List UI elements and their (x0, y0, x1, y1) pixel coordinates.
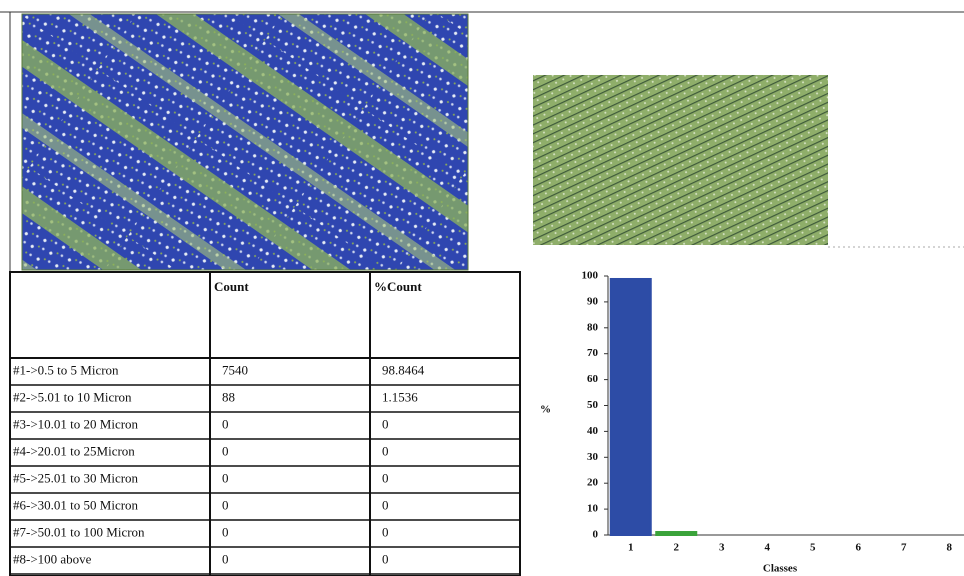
table: Count %Count #1->0.5 to 5 Micron 7540 98.846… (9, 271, 521, 576)
x-tick-label: 1 (628, 542, 634, 554)
y-tick-label: 90 (587, 295, 599, 307)
chart: 0 10 20 30 40 50 60 70 80 90 100% Classes 1 2 3 4 5 6 7 8 (540, 270, 964, 575)
header-cell: %Count (374, 279, 422, 294)
table-cell: 0 (222, 524, 229, 539)
x-axis-label: Classes (763, 563, 798, 575)
y-tick-label: 100 (582, 270, 599, 282)
y-tick-label: 20 (587, 477, 599, 489)
y-tick-label: 60 (587, 373, 599, 385)
table-cell: 0 (222, 443, 229, 458)
table-cell: 0 (222, 470, 229, 485)
table-cell: #2->5.01 to 10 Micron (13, 389, 132, 404)
table-cell: #3->10.01 to 20 Micron (13, 416, 139, 431)
table-cell: #6->30.01 to 50 Micron (13, 497, 139, 512)
table-cell: #8->100 above (13, 551, 92, 566)
x-tick-label: 4 (765, 542, 771, 554)
x-tick-label: 6 (856, 542, 862, 554)
y-axis-label: % (540, 404, 551, 416)
x-tick-label: 7 (901, 542, 907, 554)
table-cell: 0 (382, 551, 389, 566)
y-tick-label: 50 (587, 399, 599, 411)
table-cell: 0 (222, 416, 229, 431)
table-cell: 0 (382, 470, 389, 485)
table-cell: 0 (222, 551, 229, 566)
y-tick-label: 30 (587, 451, 599, 463)
table-cell: 98.8464 (382, 362, 425, 377)
table-cell: 0 (382, 416, 389, 431)
x-tick-label: 8 (947, 542, 953, 554)
table-cell: 0 (382, 497, 389, 512)
y-tick-label: 10 (587, 503, 599, 515)
table-cell: #5->25.01 to 30 Micron (13, 470, 139, 485)
y-tick-label: 80 (587, 321, 599, 333)
table-cell: 0 (382, 524, 389, 539)
table-frame (9, 271, 521, 576)
table-cell: 0 (382, 443, 389, 458)
micrograph-right (533, 75, 828, 245)
y-tick-label: 70 (587, 347, 599, 359)
table-cell: #7->50.01 to 100 Micron (13, 524, 145, 539)
table-cell: 7540 (222, 362, 248, 377)
table-cell: #1->0.5 to 5 Micron (13, 362, 119, 377)
x-tick-label: 3 (719, 542, 725, 554)
table-cell: 1.1536 (382, 389, 418, 404)
y-tick-label: 40 (587, 425, 599, 437)
x-tick-label: 2 (674, 542, 680, 554)
table-cell: 0 (222, 497, 229, 512)
x-tick-label: 5 (810, 542, 816, 554)
table-cell: #4->20.01 to 25Micron (13, 443, 135, 458)
y-tick-label: 0 (593, 529, 599, 541)
bar (609, 277, 652, 536)
micrograph-left (21, 13, 469, 271)
table-cell: 88 (222, 389, 235, 404)
bar (655, 531, 698, 536)
header-cell: Count (214, 279, 249, 294)
